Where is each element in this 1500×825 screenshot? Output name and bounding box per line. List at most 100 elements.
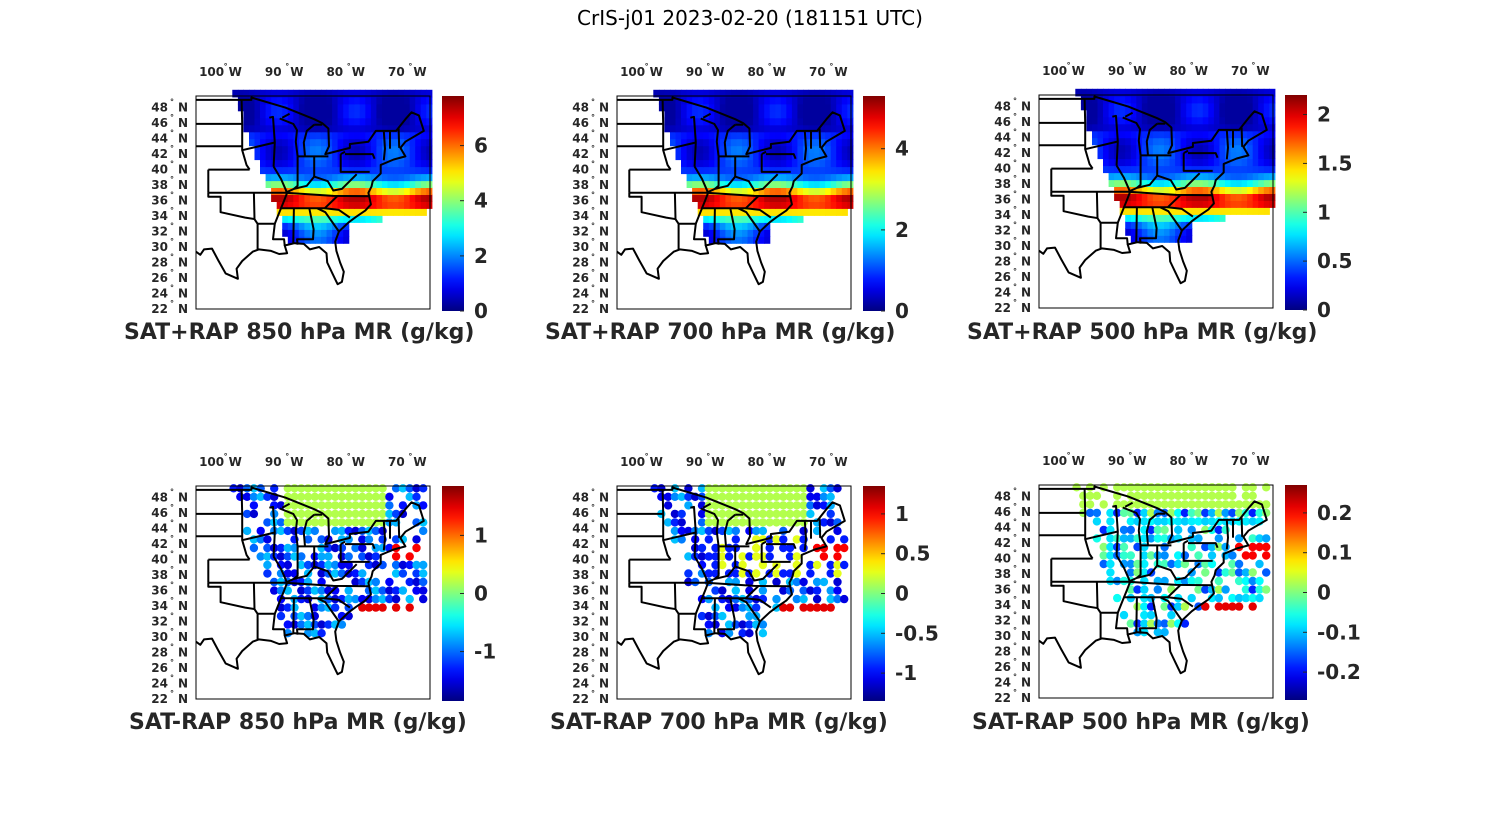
degree-symbol: ° bbox=[170, 129, 174, 138]
lat-tick-label: 30 bbox=[994, 239, 1011, 253]
border-line bbox=[761, 150, 767, 155]
data-cell bbox=[714, 96, 721, 105]
data-point bbox=[364, 603, 374, 612]
data-cell bbox=[382, 173, 389, 182]
data-point bbox=[1262, 483, 1271, 492]
data-cell bbox=[725, 166, 732, 175]
data-cell bbox=[808, 117, 815, 126]
data-cell bbox=[780, 194, 787, 202]
data-cell bbox=[786, 131, 793, 140]
data-point bbox=[745, 629, 754, 638]
lat-tick-label: 26 bbox=[994, 660, 1011, 674]
border-line bbox=[324, 597, 351, 609]
colorbar-tick-label: 2 bbox=[1317, 103, 1331, 127]
data-cell bbox=[271, 89, 278, 98]
data-point bbox=[738, 518, 747, 527]
panel-sat-plus-rap-700: 100 ° W 90 ° W 80 ° W 70 ° W 48 ° N 46 ° N 44 ° N 42 ° N 40 ° N 38 °… bbox=[541, 60, 961, 390]
data-cell bbox=[293, 222, 300, 230]
data-point bbox=[364, 552, 374, 561]
data-point bbox=[826, 586, 835, 595]
colorbar-tick-label: 6 bbox=[474, 134, 488, 158]
data-cell bbox=[321, 117, 328, 126]
lat-tick-label: 48 bbox=[994, 490, 1011, 504]
data-cell bbox=[747, 222, 754, 230]
data-cell bbox=[1186, 158, 1193, 167]
data-point bbox=[297, 560, 306, 570]
data-point bbox=[398, 560, 408, 570]
data-cell bbox=[348, 166, 355, 175]
data-point bbox=[1201, 559, 1210, 569]
data-cell bbox=[719, 194, 726, 202]
data-cell bbox=[1219, 186, 1226, 194]
data-point bbox=[758, 620, 768, 629]
data-cell bbox=[808, 159, 815, 168]
data-cell bbox=[1169, 102, 1176, 111]
data-cell bbox=[758, 236, 765, 244]
data-cell bbox=[1208, 88, 1215, 97]
data-point bbox=[1221, 500, 1230, 509]
data-cell bbox=[359, 103, 366, 112]
degree-symbol: ° bbox=[1013, 533, 1017, 542]
data-cell bbox=[1247, 95, 1254, 104]
data-cell bbox=[1108, 179, 1115, 187]
data-point bbox=[358, 552, 367, 561]
data-cell bbox=[742, 194, 749, 202]
data-cell bbox=[764, 201, 771, 209]
data-cell bbox=[841, 138, 848, 147]
data-cell bbox=[1152, 109, 1159, 118]
data-cell bbox=[332, 152, 339, 161]
data-cell bbox=[1252, 193, 1259, 201]
data-point bbox=[1174, 602, 1183, 611]
data-cell bbox=[708, 159, 715, 168]
data-point bbox=[779, 518, 788, 527]
data-cell bbox=[1247, 179, 1254, 187]
data-cell bbox=[415, 159, 422, 168]
data-cell bbox=[830, 110, 837, 119]
data-point bbox=[412, 492, 421, 501]
data-cell bbox=[309, 166, 316, 175]
data-point bbox=[826, 569, 835, 578]
degree-symbol: ° bbox=[170, 268, 174, 277]
data-cell bbox=[764, 208, 771, 216]
lon-hemisphere: W bbox=[834, 455, 847, 469]
data-point bbox=[317, 586, 326, 595]
degree-symbol: ° bbox=[1013, 518, 1017, 527]
data-cell bbox=[803, 89, 810, 98]
data-point bbox=[704, 526, 713, 536]
data-cell bbox=[1180, 228, 1187, 236]
data-cell bbox=[1197, 123, 1204, 132]
data-point bbox=[364, 594, 374, 604]
lat-tick-label: 40 bbox=[151, 553, 168, 567]
data-cell bbox=[675, 89, 682, 98]
data-cell bbox=[847, 201, 854, 209]
border-line bbox=[745, 207, 772, 219]
data-cell bbox=[1258, 144, 1265, 153]
data-cell bbox=[1180, 116, 1187, 125]
degree-symbol: ° bbox=[1013, 283, 1017, 292]
data-cell bbox=[359, 215, 366, 223]
data-cell bbox=[1141, 193, 1148, 201]
data-cell bbox=[298, 138, 305, 147]
data-cell bbox=[758, 96, 765, 105]
data-point bbox=[772, 577, 781, 587]
data-point bbox=[1153, 491, 1162, 500]
data-point bbox=[738, 492, 747, 501]
data-cell bbox=[315, 187, 322, 195]
degree-symbol: ° bbox=[645, 452, 649, 461]
data-cell bbox=[1197, 186, 1204, 194]
data-cell bbox=[747, 117, 754, 126]
data-cell bbox=[1130, 221, 1137, 229]
data-point bbox=[1221, 491, 1230, 500]
lat-hemisphere: N bbox=[1021, 208, 1031, 222]
data-cell bbox=[708, 166, 715, 175]
data-point bbox=[391, 603, 401, 612]
data-cell bbox=[287, 124, 294, 133]
data-cell bbox=[1202, 116, 1209, 125]
data-cell bbox=[387, 124, 394, 133]
data-point bbox=[806, 492, 815, 501]
data-cell bbox=[847, 89, 854, 98]
data-cell bbox=[719, 89, 726, 98]
data-cell bbox=[1086, 116, 1093, 125]
lon-hemisphere: W bbox=[834, 65, 847, 79]
data-cell bbox=[276, 96, 283, 105]
